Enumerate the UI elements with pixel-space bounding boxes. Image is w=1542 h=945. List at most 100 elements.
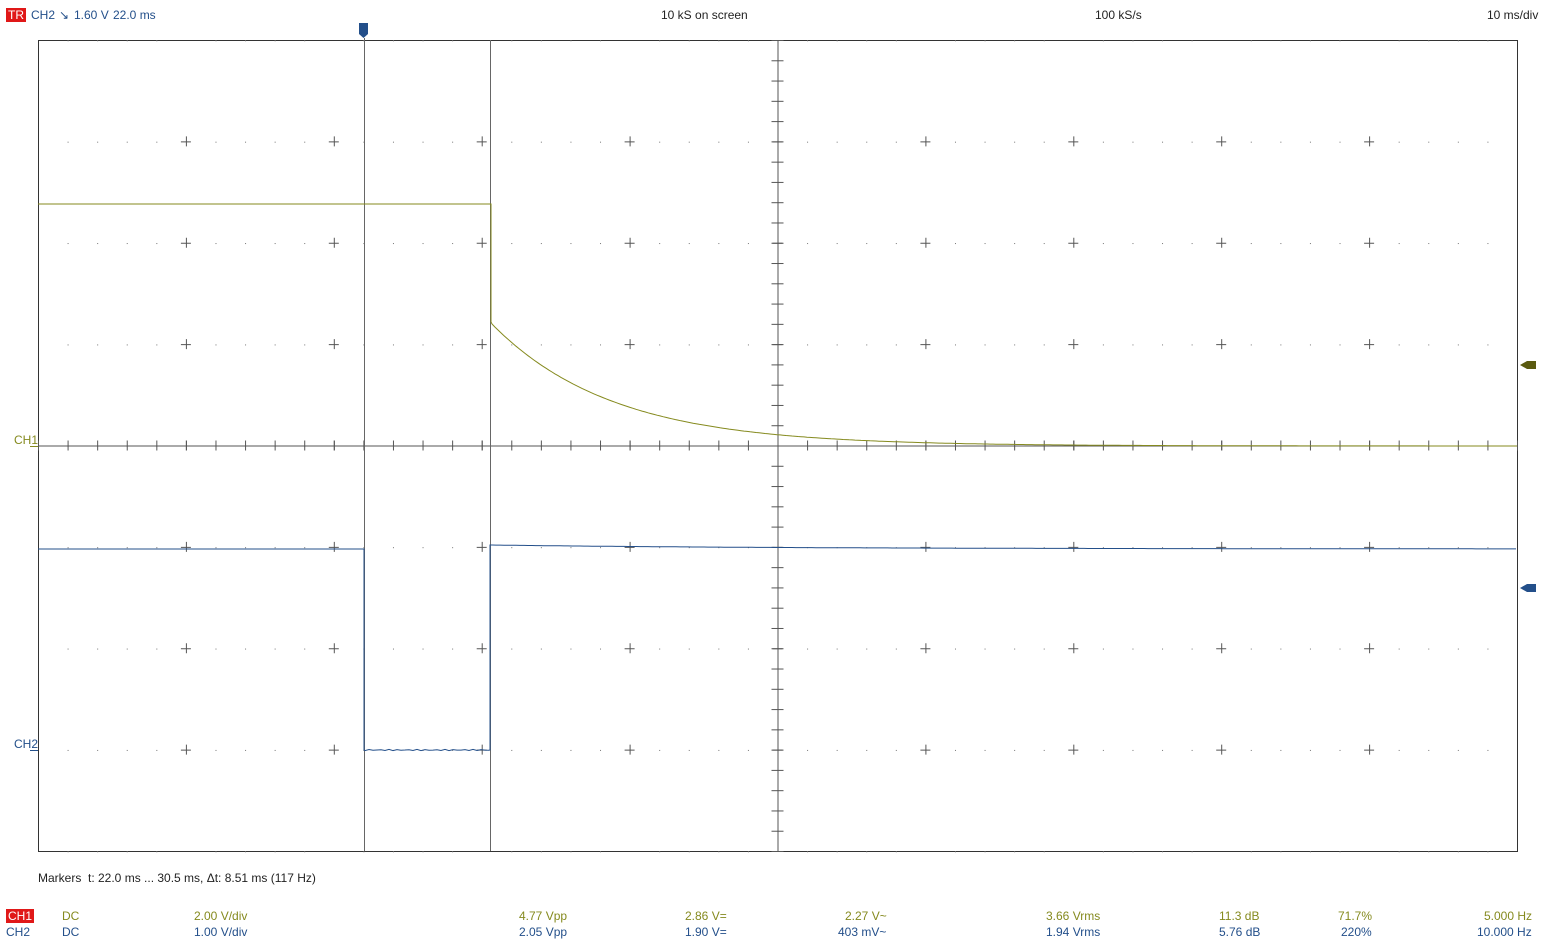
grid-dot	[659, 648, 661, 650]
grid-dot	[1132, 243, 1134, 245]
grid-dot	[422, 851, 424, 853]
grid-dot	[540, 344, 542, 346]
grid-dot	[1309, 344, 1311, 346]
grid-dot	[600, 344, 602, 346]
grid-dot	[866, 749, 868, 751]
grid-dot	[452, 749, 454, 751]
grid-dot	[1487, 648, 1489, 650]
grid-dot	[1043, 749, 1045, 751]
grid-dot	[1428, 243, 1430, 245]
grid-dot	[807, 648, 809, 650]
center-axis-ticks	[38, 40, 1518, 852]
grid-dot	[984, 141, 986, 143]
markers-readout: t: 22.0 ms ... 30.5 ms, Δt: 8.51 ms (117…	[88, 871, 316, 885]
ch1-label: CH1	[14, 433, 39, 447]
trigger-time: 22.0 ms	[113, 8, 156, 22]
grid-dot	[747, 243, 749, 245]
grid-dot	[600, 749, 602, 751]
grid-dot	[1457, 749, 1459, 751]
grid-dot	[1398, 344, 1400, 346]
grid-dot	[1250, 648, 1252, 650]
grid-dot	[1428, 40, 1430, 42]
grid-dot	[245, 344, 247, 346]
grid-dot	[156, 344, 158, 346]
ch2-channel: CH2	[6, 925, 31, 939]
grid-dot	[718, 243, 720, 245]
grid-dot	[1132, 547, 1134, 549]
grid-dot	[1309, 547, 1311, 549]
grid-dot	[304, 243, 306, 245]
ch2-percent: 220%	[1341, 925, 1372, 939]
grid-dot	[97, 648, 99, 650]
grid-dot	[215, 851, 217, 853]
grid-dot	[1162, 40, 1164, 42]
grid-dot	[67, 344, 69, 346]
grid-dot	[688, 547, 690, 549]
trigger-position-icon[interactable]	[359, 23, 368, 38]
grid-dot	[422, 648, 424, 650]
grid-dot	[1487, 141, 1489, 143]
grid-dot	[984, 243, 986, 245]
grid-dot	[1250, 40, 1252, 42]
grid-dot	[304, 749, 306, 751]
grid-dot	[954, 648, 956, 650]
grid-dot	[1191, 749, 1193, 751]
grid-dot	[540, 243, 542, 245]
grid-dot	[600, 851, 602, 853]
grid-dot	[718, 648, 720, 650]
grid-dot	[1487, 344, 1489, 346]
grid-dot	[511, 344, 513, 346]
grid-dot	[422, 344, 424, 346]
grid-dot	[1014, 547, 1016, 549]
grid-dot	[1428, 547, 1430, 549]
grid-dot	[511, 243, 513, 245]
grid-dot	[1102, 40, 1104, 42]
ch2-offset-marker-icon[interactable]	[1520, 584, 1536, 592]
grid-dot	[215, 141, 217, 143]
grid-dot	[1250, 141, 1252, 143]
grid-dot	[570, 851, 572, 853]
grid-dot	[1132, 40, 1134, 42]
grid-dot	[1280, 344, 1282, 346]
grid-dot	[1191, 547, 1193, 549]
grid-dot	[718, 40, 720, 42]
grid-dot	[1487, 547, 1489, 549]
grid-dot	[392, 141, 394, 143]
grid-dot	[1014, 141, 1016, 143]
ch1-vdiv: 2.00 V/div	[194, 909, 248, 923]
grid-dot	[954, 40, 956, 42]
grid-dot	[747, 851, 749, 853]
grid-dot	[1487, 851, 1489, 853]
grid-dot	[215, 243, 217, 245]
grid-dot	[954, 851, 956, 853]
grid-dot	[600, 243, 602, 245]
grid-dot	[1014, 344, 1016, 346]
sample-rate: 100 kS/s	[1095, 8, 1142, 22]
grid-dot	[1280, 141, 1282, 143]
grid-dot	[1457, 547, 1459, 549]
grid-dot	[866, 141, 868, 143]
grid-dot	[570, 547, 572, 549]
grid-dot	[1398, 547, 1400, 549]
ch1-offset-marker-icon[interactable]	[1520, 361, 1536, 369]
grid-dot	[895, 749, 897, 751]
grid-dot	[67, 40, 69, 42]
grid-dot	[570, 749, 572, 751]
grid-dot	[1191, 344, 1193, 346]
grid-dot	[1191, 141, 1193, 143]
grid-dot	[97, 40, 99, 42]
grid-dot	[895, 648, 897, 650]
grid-dot	[1250, 851, 1252, 853]
grid-dot	[1102, 648, 1104, 650]
grid-dot	[97, 243, 99, 245]
grid-dot	[1428, 141, 1430, 143]
grid-dot	[274, 243, 276, 245]
grid-dot	[67, 851, 69, 853]
grid-dot	[1339, 749, 1341, 751]
grid-dot	[1043, 851, 1045, 853]
grid-dot	[304, 547, 306, 549]
grid-dot	[1309, 648, 1311, 650]
grid-dot	[67, 749, 69, 751]
grid-dot	[659, 40, 661, 42]
